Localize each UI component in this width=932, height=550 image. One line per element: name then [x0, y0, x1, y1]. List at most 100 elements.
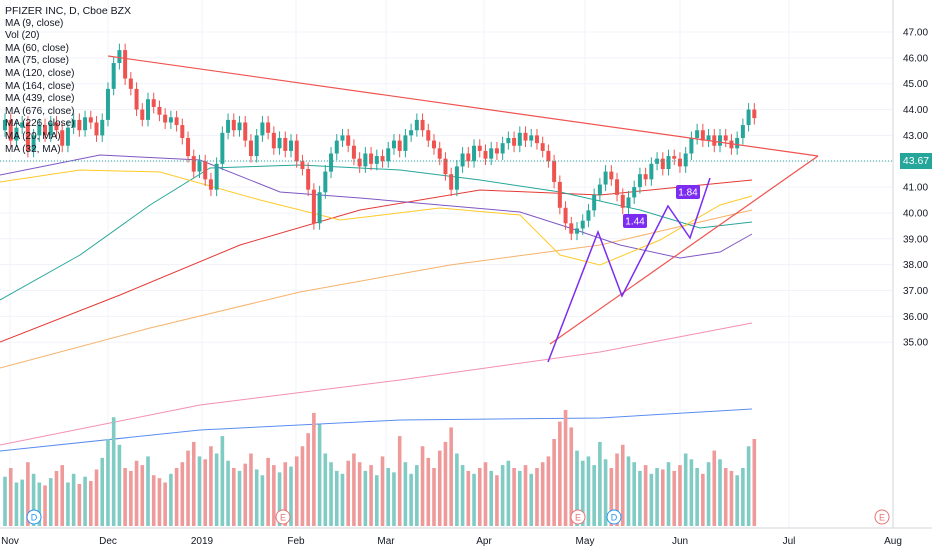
- volume-bar: [712, 450, 717, 526]
- volume-bar: [8, 468, 13, 526]
- volume-bar: [609, 468, 614, 526]
- candle-body: [592, 194, 597, 211]
- candle-body: [48, 122, 53, 136]
- volume-bar: [146, 456, 150, 526]
- legend-ma-75[interactable]: MA (75, close): [5, 55, 69, 67]
- volume-bar: [701, 473, 705, 526]
- candle-body: [128, 78, 133, 89]
- volume-bar: [306, 433, 310, 526]
- volume-bar: [243, 463, 248, 526]
- event-marker: E: [275, 509, 291, 525]
- legend-ma-9[interactable]: MA (9, close): [5, 17, 64, 29]
- candle-body: [254, 135, 259, 157]
- volume-bar: [580, 460, 585, 526]
- volume-bar: [134, 460, 139, 526]
- candle-body: [31, 135, 36, 151]
- volume-bar: [661, 469, 665, 526]
- candle-body: [283, 137, 288, 151]
- legend-ma-20-ma[interactable]: MA (20, MA): [5, 130, 61, 142]
- candle-body: [580, 220, 585, 229]
- volume-bar: [483, 462, 488, 526]
- volume-bar: [603, 459, 608, 526]
- candle-body: [637, 174, 642, 188]
- pattern-label-box: [623, 214, 647, 228]
- volume-bar: [723, 468, 728, 526]
- candle-body: [3, 119, 7, 131]
- candle-body: [289, 140, 293, 151]
- legend-ma-164[interactable]: MA (164, close): [5, 80, 75, 92]
- volume-bar: [558, 421, 562, 526]
- candle-body: [540, 143, 545, 151]
- volume-bar: [174, 468, 179, 526]
- candle-body: [569, 223, 574, 234]
- chart-legend[interactable]: PFIZER INC, D, Cboe BZX MA (9, close) Vo…: [5, 5, 131, 156]
- event-marker: E: [874, 509, 890, 525]
- legend-ma-676[interactable]: MA (676, close): [5, 105, 75, 117]
- event-marker-circle: [606, 509, 622, 525]
- candle-body: [586, 210, 591, 221]
- legend-ma-439[interactable]: MA (439, close): [5, 93, 75, 105]
- volume-bar: [500, 465, 505, 526]
- candle-body: [306, 169, 311, 190]
- price-tick-label: 37.00: [903, 286, 928, 297]
- legend-ma-226[interactable]: MA (226, close): [5, 118, 75, 130]
- candle-body: [752, 109, 757, 119]
- volume-bar: [415, 465, 419, 526]
- volume-bar: [586, 456, 591, 526]
- volume-bar: [386, 468, 391, 526]
- candle-body: [397, 140, 402, 151]
- symbol-title[interactable]: PFIZER INC, D, Cboe BZX: [5, 5, 132, 17]
- volume-bar: [249, 453, 253, 526]
- candle-body: [517, 132, 522, 146]
- volume-bar: [706, 462, 711, 526]
- volume-bar: [752, 439, 757, 526]
- event-marker-circle: [874, 509, 890, 525]
- volume-bar: [477, 468, 482, 526]
- candle-body: [563, 207, 568, 224]
- candle-body: [146, 99, 150, 120]
- volume-bar: [294, 456, 299, 526]
- candle-body: [420, 119, 425, 131]
- volume-bar: [26, 462, 30, 526]
- candle-body: [620, 194, 625, 208]
- candle-body: [426, 130, 431, 141]
- volume-bar: [735, 475, 739, 526]
- candle-body: [409, 130, 414, 136]
- volume-bar: [214, 453, 219, 526]
- ma-yellow: [0, 169, 753, 266]
- legend-ma-60[interactable]: MA (60, close): [5, 42, 69, 54]
- price-tick-label: 41.00: [903, 183, 928, 194]
- legend-ma-32-ma[interactable]: MA (32, MA): [5, 143, 61, 155]
- candle-body: [374, 156, 379, 164]
- volume-bar: [643, 465, 648, 526]
- event-marker: D: [606, 509, 622, 525]
- volume-bar: [598, 441, 602, 526]
- volume-bar: [237, 470, 242, 526]
- price-tick-label: 35.00: [903, 338, 928, 349]
- candle-body: [351, 145, 356, 159]
- candle-body: [609, 171, 614, 180]
- volume-bar: [540, 462, 545, 526]
- legend-vol-20[interactable]: Vol (20): [5, 30, 40, 42]
- time-tick-label: Dec: [99, 536, 117, 547]
- time-axis[interactable]: Nov Dec 2019 Feb Mar Apr May Jun Jul Aug: [0, 527, 932, 550]
- candle-body: [386, 148, 391, 162]
- price-axis[interactable]: 35.0036.0037.0038.0039.0040.0041.0042.00…: [892, 0, 932, 550]
- candle-body: [260, 122, 265, 136]
- candle-body: [214, 163, 219, 190]
- volume-bar: [197, 456, 202, 526]
- volume-bar: [272, 465, 276, 526]
- time-tick-label: Feb: [287, 536, 305, 547]
- price-tick-label: 47.00: [903, 28, 928, 39]
- candle-body: [575, 228, 579, 234]
- candle-body: [208, 179, 213, 190]
- abcd-pattern: [547, 177, 711, 363]
- price-axis-background: [893, 0, 932, 550]
- candle-body: [329, 153, 334, 172]
- candle-body: [512, 137, 517, 146]
- candle-body: [77, 119, 82, 131]
- candle-body: [340, 135, 345, 141]
- legend-ma-120[interactable]: MA (120, close): [5, 67, 75, 79]
